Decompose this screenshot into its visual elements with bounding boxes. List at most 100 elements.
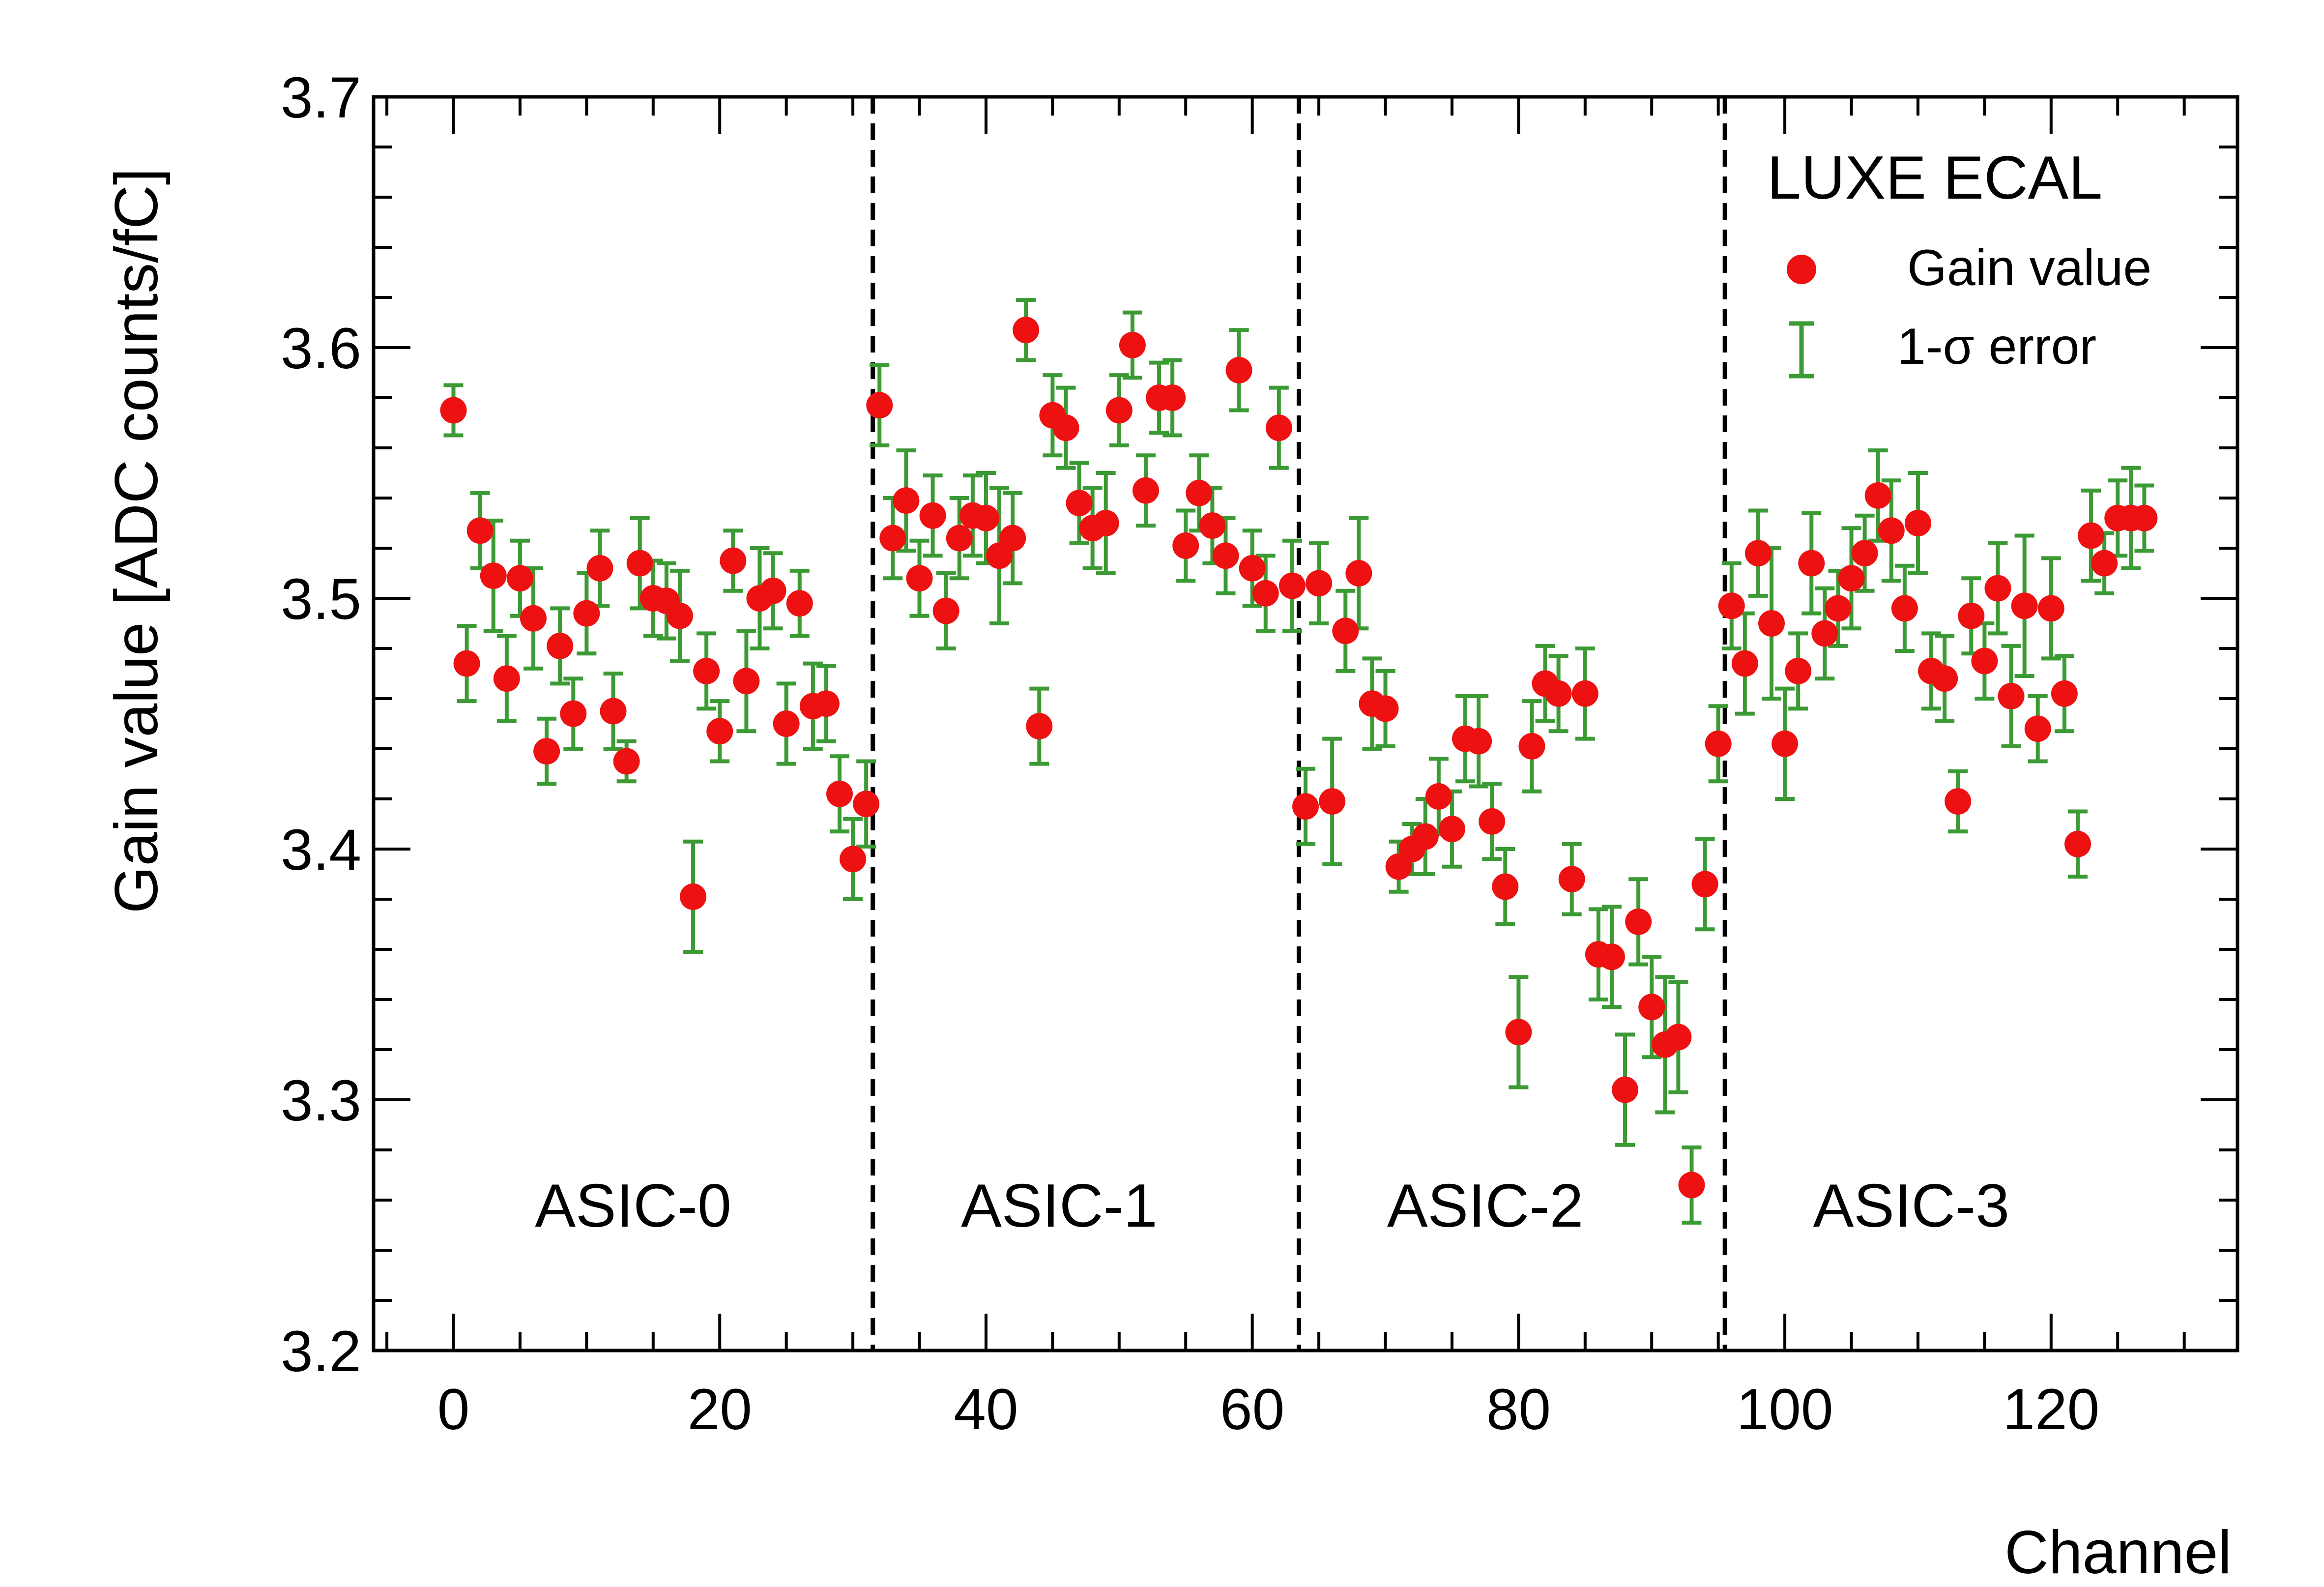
- data-point: [440, 397, 467, 424]
- data-point: [1665, 1024, 1692, 1051]
- data-point: [2091, 550, 2118, 577]
- data-point: [2064, 830, 2091, 857]
- data-point: [533, 738, 560, 765]
- data-point: [1092, 510, 1119, 536]
- data-point: [1013, 317, 1040, 344]
- data-point: [1744, 540, 1772, 567]
- data-point: [600, 698, 627, 725]
- data-point: [1545, 680, 1572, 707]
- x-tick-labels: 0 20 40 60 80 100 120: [437, 1377, 2100, 1442]
- data-point: [1971, 647, 1998, 675]
- data-point: [1438, 816, 1465, 843]
- data-point: [893, 487, 920, 514]
- data-point: [1931, 665, 1958, 692]
- data-point: [1252, 580, 1279, 607]
- x-tick-label: 20: [688, 1377, 752, 1442]
- data-point: [493, 665, 520, 692]
- x-tick-label: 0: [437, 1377, 470, 1442]
- data-point: [1265, 414, 1292, 441]
- data-point: [1772, 730, 1799, 757]
- data-point: [2037, 595, 2064, 622]
- data-point: [733, 668, 760, 695]
- data-point: [1239, 555, 1266, 582]
- data-point: [1172, 532, 1199, 559]
- data-point: [1798, 550, 1825, 577]
- data-point: [1345, 560, 1372, 587]
- data-point: [1066, 490, 1093, 517]
- y-tick-label: 3.4: [281, 818, 361, 882]
- data-point: [2011, 592, 2038, 619]
- region-label: ASIC-1: [961, 1172, 1158, 1240]
- data-point: [466, 517, 494, 544]
- y-tick-label: 3.3: [281, 1068, 361, 1133]
- data-point: [1212, 542, 1239, 569]
- data-point: [1785, 657, 1812, 684]
- data-point: [520, 605, 547, 632]
- y-tick-label: 3.2: [281, 1319, 361, 1384]
- data-point: [879, 525, 906, 552]
- data-point: [826, 780, 853, 807]
- legend-error-label: 1-σ error: [1897, 318, 2096, 375]
- y-tick-label: 3.7: [281, 65, 361, 130]
- x-tick-label: 40: [954, 1377, 1018, 1442]
- x-tick-label: 120: [2003, 1377, 2099, 1442]
- y-tick-label: 3.5: [281, 567, 361, 632]
- data-point: [759, 577, 786, 604]
- data-point: [1851, 540, 1878, 567]
- data-point: [1518, 733, 1545, 760]
- data-point: [972, 504, 999, 531]
- data-point: [1425, 783, 1452, 810]
- data-point: [2131, 504, 2158, 531]
- data-point: [720, 547, 747, 574]
- data-point: [1811, 620, 1838, 647]
- region-label: ASIC-0: [535, 1172, 731, 1240]
- data-point: [786, 590, 813, 617]
- data-point: [1958, 602, 1985, 629]
- data-point: [2024, 715, 2051, 742]
- data-point: [1225, 356, 1252, 383]
- x-tick-label: 80: [1486, 1377, 1551, 1442]
- data-point: [1159, 384, 1186, 411]
- data-point: [1678, 1172, 1705, 1199]
- data-point: [693, 657, 720, 684]
- region-label: ASIC-2: [1387, 1172, 1584, 1240]
- y-axis-title: Gain value [ADC counts/fC]: [103, 168, 171, 913]
- region-label: ASIC-3: [1813, 1172, 2010, 1240]
- data-point: [932, 597, 959, 624]
- data-point: [840, 846, 867, 873]
- data-point: [586, 555, 613, 582]
- x-axis-title: Channel: [2004, 1519, 2232, 1587]
- data-point: [1052, 414, 1079, 441]
- data-point: [919, 502, 946, 529]
- data-point: [560, 700, 587, 727]
- data-point: [1825, 595, 1852, 622]
- data-point: [1878, 517, 1905, 544]
- data-point: [2078, 522, 2105, 549]
- data-point: [1105, 397, 1133, 424]
- data-point: [1479, 808, 1506, 835]
- data-point: [1278, 572, 1306, 599]
- x-tick-label: 60: [1220, 1377, 1284, 1442]
- data-point: [946, 525, 973, 552]
- data-point: [1598, 943, 1625, 970]
- legend-gain-marker: [1787, 255, 1816, 284]
- data-point: [1412, 823, 1439, 850]
- data-point: [706, 718, 733, 745]
- data-point: [1718, 592, 1745, 619]
- data-point: [1505, 1019, 1532, 1046]
- data-point: [1758, 610, 1785, 637]
- region-boundaries: [871, 97, 1727, 1351]
- data-point: [1891, 595, 1918, 622]
- data-point: [866, 392, 893, 419]
- data-point: [1864, 482, 1891, 509]
- data-point: [1638, 994, 1665, 1021]
- data-point: [1292, 793, 1319, 820]
- legend-title: LUXE ECAL: [1767, 144, 2102, 212]
- data-point: [2051, 680, 2078, 707]
- data-point: [1026, 713, 1053, 740]
- data-point: [547, 632, 574, 659]
- data-point: [906, 565, 933, 592]
- data-point: [813, 690, 840, 717]
- data-point: [773, 710, 800, 737]
